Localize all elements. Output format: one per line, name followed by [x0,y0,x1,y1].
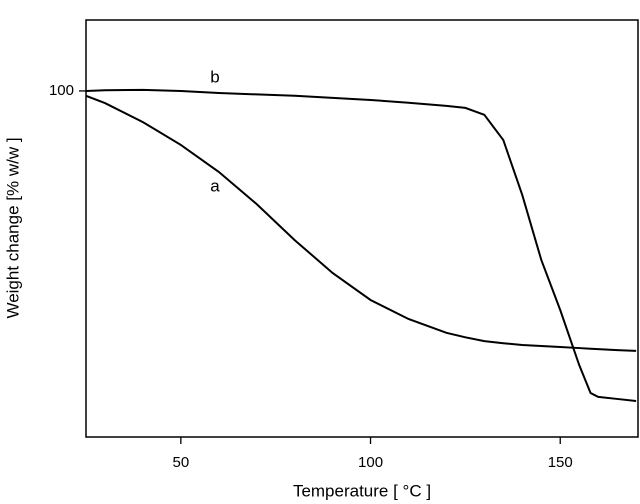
annotation: b [210,67,219,86]
plot-frame [85,19,639,438]
x-tick-label: 50 [173,454,190,471]
y-axis-label: Weight change [% w/w ] [3,137,22,318]
x-tick-label: 150 [548,454,573,471]
line-series [85,94,637,352]
x-tick-label: 100 [358,454,383,471]
y-tick-label: 100 [49,82,74,99]
x-axis-label: Temperature [ °C ] [293,481,431,500]
line-series [85,88,637,403]
annotation: a [210,176,220,195]
